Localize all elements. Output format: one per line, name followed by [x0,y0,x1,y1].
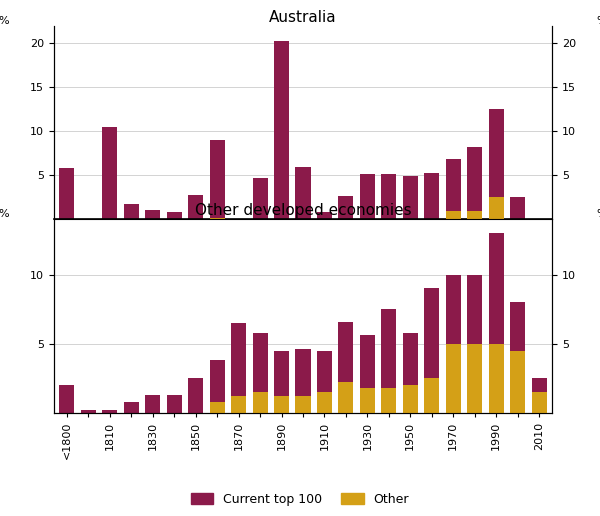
Bar [274,350,289,413]
Bar [124,402,139,413]
Bar [382,309,397,413]
Title: Other developed economies: Other developed economies [194,203,412,218]
Bar [317,350,332,413]
Bar [424,173,439,219]
Bar [510,197,525,219]
Title: Australia: Australia [269,10,337,25]
Bar [295,349,311,413]
Bar [467,147,482,219]
Bar [424,378,439,413]
Bar [446,211,461,219]
Text: %: % [0,209,9,219]
Bar [167,212,182,219]
Bar [488,197,504,219]
Bar [231,323,246,413]
Bar [338,382,353,413]
Bar [209,218,224,219]
Bar [446,344,461,413]
Bar [81,410,96,413]
Bar [382,173,397,219]
Bar [510,350,525,413]
Bar [145,209,160,219]
Bar [360,335,375,413]
Bar [209,140,224,219]
Text: %: % [597,209,600,219]
Bar [253,178,268,219]
Bar [317,392,332,413]
Bar [446,275,461,413]
Bar [532,378,547,413]
Bar [446,159,461,219]
Bar [253,333,268,413]
Bar [209,402,224,413]
Legend: Current top 100, Other: Current top 100, Other [187,489,413,510]
Bar [424,288,439,413]
Bar [488,109,504,219]
Bar [510,302,525,413]
Bar [124,204,139,219]
Bar [338,321,353,413]
Bar [488,344,504,413]
Bar [295,167,311,219]
Text: %: % [0,16,9,26]
Bar [360,388,375,413]
Bar [403,333,418,413]
Bar [145,395,160,413]
Bar [167,395,182,413]
Bar [467,275,482,413]
Bar [338,197,353,219]
Bar [488,233,504,413]
Bar [360,173,375,219]
Bar [532,392,547,413]
Bar [295,396,311,413]
Bar [382,388,397,413]
Bar [253,392,268,413]
Bar [467,344,482,413]
Bar [231,396,246,413]
Bar [59,168,74,219]
Bar [188,378,203,413]
Bar [317,212,332,219]
Bar [188,195,203,219]
Bar [59,385,74,413]
Bar [403,385,418,413]
Bar [102,127,118,219]
Bar [209,360,224,413]
Bar [467,211,482,219]
Bar [274,41,289,219]
Bar [403,176,418,219]
Bar [102,410,118,413]
Text: %: % [597,16,600,26]
Bar [274,396,289,413]
